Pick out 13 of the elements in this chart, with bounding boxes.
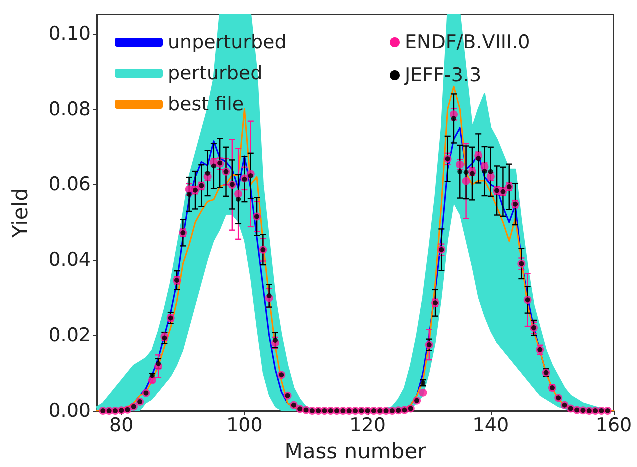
y-axis-title: Yield xyxy=(8,188,32,239)
y-tick-label: 0.00 xyxy=(48,400,91,422)
x-tick-label: 80 xyxy=(110,414,134,436)
x-axis-title: Mass number xyxy=(284,440,427,464)
x-tick-label: 160 xyxy=(596,414,632,436)
x-tick-label: 120 xyxy=(350,414,386,436)
y-tick-label: 0.02 xyxy=(48,324,91,347)
x-tick-label: 100 xyxy=(226,414,263,436)
y-tick-label: 0.06 xyxy=(48,174,91,196)
y-tick-label: 0.04 xyxy=(48,249,91,272)
y-tick-label: 0.10 xyxy=(48,22,91,45)
x-tick-label: 140 xyxy=(472,414,510,436)
y-tick-label: 0.08 xyxy=(48,98,91,120)
